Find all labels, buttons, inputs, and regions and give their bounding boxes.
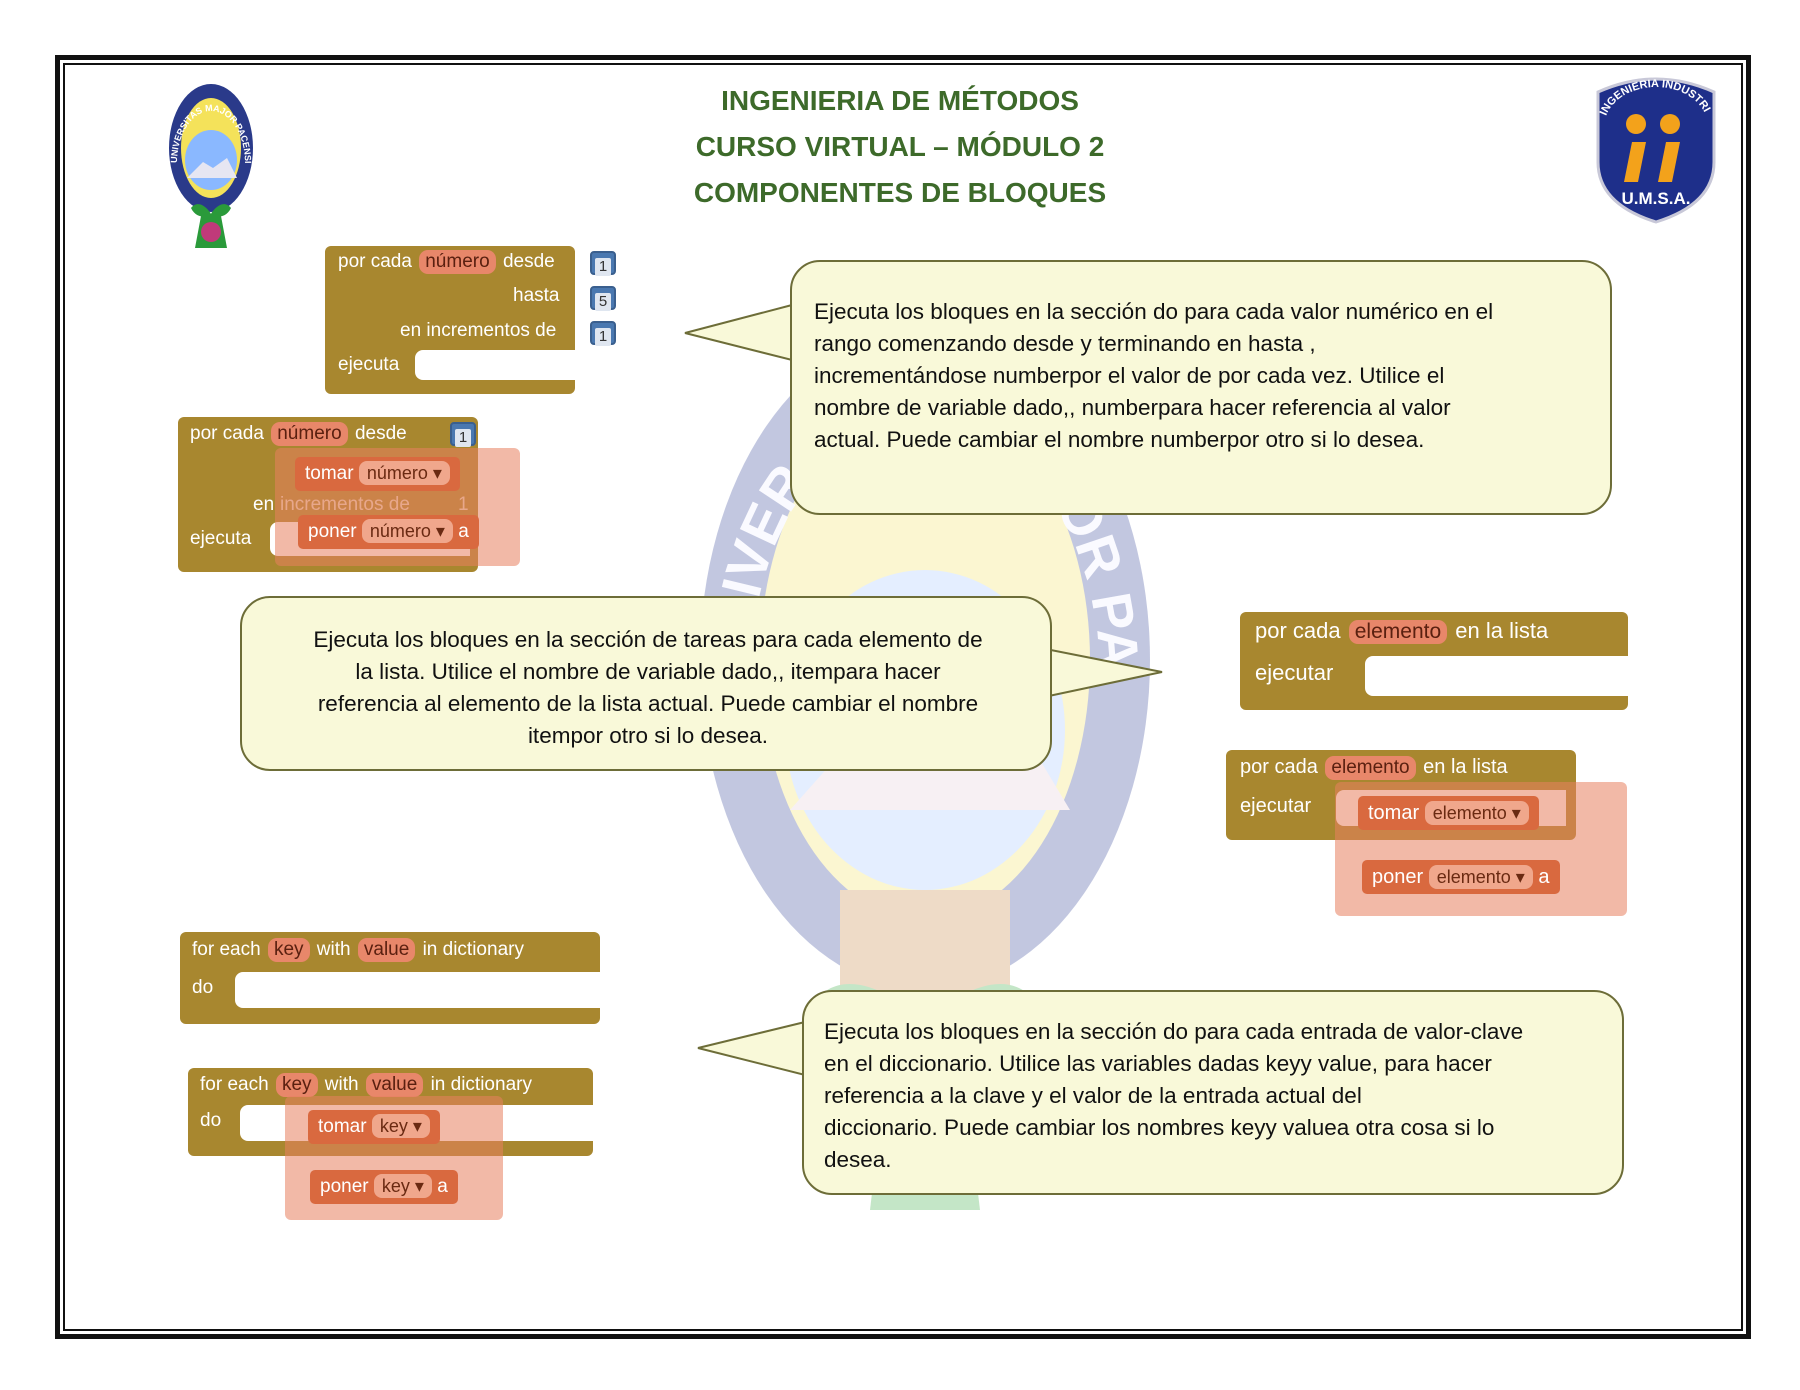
label-hasta: hasta (513, 285, 560, 306)
for-each-dict-header: for each key with value in dictionary (192, 938, 524, 962)
variable-elemento[interactable]: elemento (1348, 620, 1448, 644)
bubble2-line-3: referencia al elemento de la lista actua… (317, 691, 979, 716)
label-incrementos: en incrementos de (400, 320, 557, 341)
label-desde: desde (502, 251, 555, 272)
label-with: with (324, 1074, 359, 1095)
label-a: a (1538, 866, 1550, 888)
label-a: a (437, 1176, 448, 1197)
explanation-bubble-for-range: Ejecuta los bloques en la sección do par… (790, 260, 1612, 515)
label-for-each: for each (192, 939, 261, 960)
for-range-header: por cada número desde (338, 250, 555, 274)
explanation-bubble-for-each-dict: Ejecuta los bloques en la sección do par… (802, 990, 1624, 1195)
number-to[interactable]: 5 (590, 286, 616, 311)
header-line-1: INGENIERIA DE MÉTODOS (721, 85, 1079, 116)
label-poner: poner (308, 521, 357, 542)
industrial-engineering-logo: INGENIERIA INDUSTRIAL U.M.S.A. (1592, 72, 1716, 224)
umsa-seal-logo: UNIVERSITAS MAJOR PACENSIS DIVI ANDRE Æ (165, 78, 253, 248)
label-tomar: tomar (305, 463, 354, 484)
bubble3-line-5: desea. (824, 1147, 892, 1172)
bubble1-line-3: incrementándose numberpor el valor de po… (814, 363, 1445, 388)
bubble1-line-5: actual. Puede cambiar el nombre numberpo… (814, 427, 1425, 452)
document-header: INGENIERIA DE MÉTODOS CURSO VIRTUAL – MÓ… (0, 78, 1800, 216)
label-poner: poner (320, 1176, 369, 1197)
setter-block[interactable]: poner key ▾ a (310, 1170, 458, 1204)
label-en: en (253, 494, 275, 515)
label-desde: desde (354, 423, 407, 444)
variable-numero[interactable]: número (419, 250, 496, 274)
label-en-la-lista: en la lista (1423, 756, 1508, 778)
label-a: a (458, 521, 469, 542)
label-ejecuta: ejecuta (338, 354, 400, 375)
badge-bottom-text: U.M.S.A. (1622, 189, 1691, 208)
variable-value[interactable]: value (357, 938, 416, 962)
page-border-outer (55, 55, 1751, 1339)
for-each-dict-example-header: for each key with value in dictionary (200, 1073, 532, 1097)
getter-variable-dropdown[interactable]: key ▾ (371, 1114, 430, 1138)
label-tomar: tomar (1368, 802, 1420, 824)
variable-key[interactable]: key (275, 1073, 318, 1097)
getter-block[interactable]: tomar key ▾ (308, 1110, 440, 1144)
label-ejecuta: ejecuta (190, 528, 252, 549)
bubble1-line-4: nombre de variable dado,, numberpara hac… (814, 395, 1451, 420)
for-each-item-example-header: por cada elemento en la lista (1240, 756, 1508, 780)
bubble1-line-1: Ejecuta los bloques en la sección do par… (814, 299, 1494, 324)
explanation-bubble-for-each-item: Ejecuta los bloques en la sección de tar… (240, 596, 1052, 771)
page-border-inner (63, 63, 1743, 1331)
getter-block[interactable]: tomar elemento ▾ (1358, 796, 1539, 830)
bubble3-line-1: Ejecuta los bloques en la sección do par… (824, 1019, 1524, 1044)
label-do: do (200, 1110, 222, 1131)
bubble3-line-2: en el diccionario. Utilice las variables… (824, 1051, 1492, 1076)
getter-variable-dropdown[interactable]: elemento ▾ (1424, 801, 1529, 825)
getter-variable-dropdown[interactable]: número ▾ (358, 461, 450, 485)
getter-block[interactable]: tomar número ▾ (295, 457, 460, 491)
bubble2-line-1: Ejecuta los bloques en la sección de tar… (313, 627, 983, 652)
label-in-dictionary: in dictionary (422, 939, 524, 960)
setter-variable-dropdown[interactable]: key ▾ (373, 1174, 432, 1198)
number-by[interactable]: 1 (590, 321, 616, 346)
setter-block[interactable]: poner número ▾ a (298, 515, 479, 549)
bubble1-line-2: rango comenzando desde y terminando en h… (814, 331, 1316, 356)
variable-key[interactable]: key (267, 938, 310, 962)
for-each-item-header: por cada elemento en la lista (1255, 618, 1548, 644)
bubble2-line-2: la lista. Utilice el nombre de variable … (355, 659, 941, 684)
variable-value[interactable]: value (365, 1073, 424, 1097)
label-por-cada: por cada (338, 251, 412, 272)
setter-variable-dropdown[interactable]: número ▾ (361, 519, 453, 543)
label-por-cada: por cada (190, 423, 264, 444)
header-line-3: COMPONENTES DE BLOQUES (693, 177, 1107, 208)
bubble3-line-3: referencia a la clave y el valor de la e… (824, 1083, 1362, 1108)
label-ejecutar: ejecutar (1240, 795, 1312, 817)
label-with: with (316, 939, 351, 960)
setter-block[interactable]: poner elemento ▾ a (1362, 860, 1560, 894)
number-from[interactable]: 1 (450, 422, 476, 447)
variable-numero[interactable]: número (271, 422, 348, 446)
for-range-example-header: por cada número desde (190, 422, 407, 446)
label-in-dictionary: in dictionary (430, 1074, 532, 1095)
for-each-item-do-slot (1365, 656, 1630, 696)
label-do: do (192, 977, 214, 998)
header-line-2: CURSO VIRTUAL – MÓDULO 2 (695, 131, 1105, 162)
bubble3-line-4: diccionario. Puede cambiar los nombres k… (824, 1115, 1495, 1140)
label-por-cada: por cada (1240, 756, 1318, 778)
label-por-cada: por cada (1255, 618, 1341, 643)
label-for-each: for each (200, 1074, 269, 1095)
label-tomar: tomar (318, 1116, 367, 1137)
label-poner: poner (1372, 866, 1424, 888)
bubble2-line-4: itempor otro si lo desea. (527, 723, 769, 748)
for-range-do-slot (415, 350, 590, 380)
for-each-dict-do-slot (235, 972, 605, 1008)
setter-variable-dropdown[interactable]: elemento ▾ (1428, 865, 1533, 889)
variable-elemento[interactable]: elemento (1325, 756, 1416, 780)
number-from[interactable]: 1 (590, 251, 616, 276)
label-en-la-lista: en la lista (1455, 618, 1549, 643)
label-ejecutar: ejecutar (1255, 660, 1334, 685)
